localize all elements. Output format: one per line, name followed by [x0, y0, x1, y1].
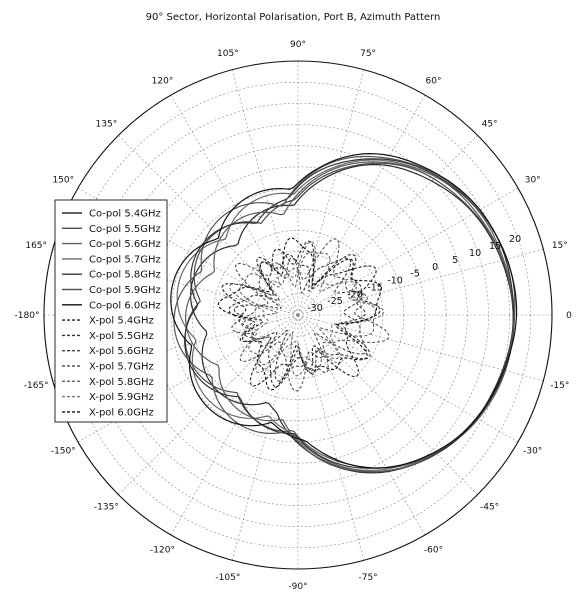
angle-label: -75°	[358, 573, 377, 583]
legend-entry: Co-pol 5.8GHz	[89, 270, 161, 281]
radial-label: 5	[452, 255, 458, 266]
grid-spoke-19	[297, 314, 365, 561]
legend-entry: X-pol 5.9GHz	[89, 392, 154, 403]
angle-label: -45°	[480, 503, 499, 513]
legend-entry: Co-pol 6.0GHz	[89, 300, 161, 311]
series-trace-13	[217, 237, 382, 391]
grid-spoke-2	[297, 187, 519, 316]
series-trace-6	[170, 153, 518, 469]
angle-label: -30°	[523, 447, 542, 457]
grid-spoke-23	[297, 314, 544, 382]
angle-label: -135°	[94, 503, 119, 513]
radial-labels: -30 -25 -20 -15 -10 -5 0 5 10 15 20	[307, 234, 521, 314]
chart-title: 90° Sector, Horizontal Polarisation, Por…	[146, 12, 441, 23]
radial-label: -15	[367, 282, 383, 293]
radial-label: -20	[347, 289, 363, 300]
angle-label: -15°	[550, 381, 569, 391]
radial-label: -5	[410, 269, 419, 280]
angle-label: 60°	[426, 76, 442, 86]
angle-label: 165°	[25, 241, 47, 251]
radial-label: 0	[432, 262, 438, 273]
angle-label: 75°	[360, 49, 376, 59]
legend-entry: X-pol 5.4GHz	[89, 316, 154, 327]
angle-label: 150°	[52, 176, 74, 186]
legend-entry: X-pol 6.0GHz	[89, 407, 154, 418]
angle-label: -120°	[150, 546, 175, 556]
angle-label: -165°	[24, 381, 49, 391]
angle-label: -60°	[424, 546, 443, 556]
series-trace-12	[228, 241, 385, 376]
angle-label: 120°	[152, 76, 174, 86]
radial-label: 20	[509, 234, 521, 245]
legend-entry: X-pol 5.7GHz	[89, 362, 154, 373]
series-trace-7	[221, 240, 381, 387]
series-trace-11	[239, 251, 377, 377]
grid-spoke-17	[231, 314, 299, 561]
angle-label: 45°	[482, 119, 498, 129]
legend-entry: Co-pol 5.7GHz	[89, 254, 161, 265]
series-trace-0	[190, 164, 514, 474]
legend: Co-pol 5.4GHz Co-pol 5.5GHz Co-pol 5.6GHz C…	[54, 199, 168, 423]
radial-label: 15	[489, 241, 501, 252]
angle-label: 30°	[525, 176, 541, 186]
grid-spoke-8	[170, 94, 299, 316]
grid-spoke-4	[297, 94, 426, 316]
legend-entry: Co-pol 5.9GHz	[89, 285, 161, 296]
legend-entry: X-pol 5.5GHz	[89, 331, 154, 342]
radial-label: -30	[307, 303, 323, 314]
angle-labels: 0 15° 30° 45° 60° 75° 90° 105° 120° 135° 150° 165° -…	[15, 40, 573, 592]
series-trace-10	[231, 238, 390, 392]
grid-spoke-16	[170, 314, 299, 536]
grid-spoke-22	[297, 314, 519, 443]
radial-label: 10	[469, 248, 481, 259]
series-trace-4	[184, 158, 515, 469]
legend-entry: Co-pol 5.5GHz	[89, 224, 161, 235]
angle-label: 15°	[552, 241, 568, 251]
angle-label: 105°	[217, 49, 239, 59]
angle-label: 0	[566, 311, 572, 321]
angle-label: -180°	[15, 311, 40, 321]
angle-label: 90°	[290, 40, 306, 50]
legend-entry: X-pol 5.6GHz	[89, 346, 154, 357]
pattern-traces	[170, 153, 518, 474]
legend-entry: X-pol 5.8GHz	[89, 377, 154, 388]
angle-label: -90°	[288, 582, 307, 592]
grid-spoke-21	[297, 314, 478, 495]
angle-label: -150°	[51, 447, 76, 457]
legend-box	[54, 199, 168, 423]
series-trace-5	[173, 155, 516, 469]
series-trace-9	[233, 257, 367, 382]
radial-label: -10	[387, 276, 403, 287]
radial-label: -25	[327, 296, 343, 307]
angle-label: -105°	[215, 573, 240, 583]
angle-label: 135°	[96, 119, 118, 129]
legend-entry: Co-pol 5.4GHz	[89, 209, 161, 220]
legend-entry: Co-pol 5.6GHz	[89, 239, 161, 250]
outer-ring	[43, 60, 553, 570]
grid-spoke-5	[297, 69, 365, 316]
grid-spoke-20	[297, 314, 426, 536]
series-trace-8	[228, 253, 371, 388]
